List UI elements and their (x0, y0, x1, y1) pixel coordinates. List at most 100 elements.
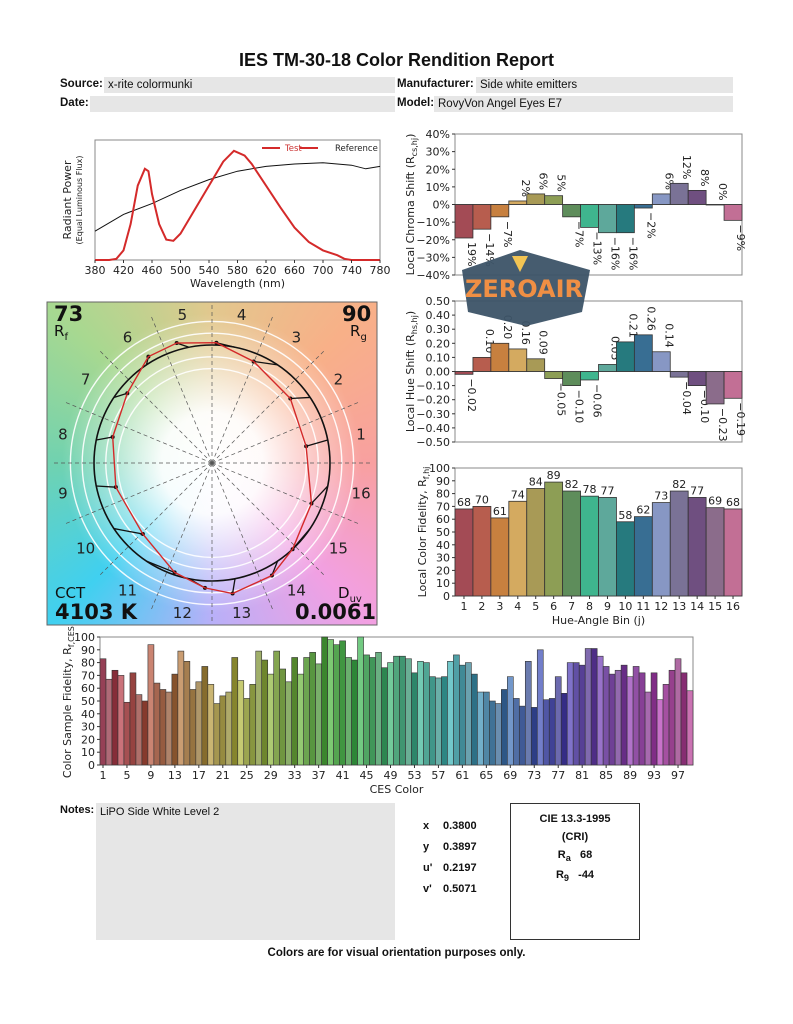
x-tick-label: 780 (370, 264, 391, 277)
bar-value-label: 0.14 (662, 323, 675, 348)
bar-value-label: 82 (672, 478, 686, 491)
ces-fidelity-bar (536, 649, 544, 766)
legend-test-label: Test (284, 144, 302, 154)
x-tick-label: 460 (142, 264, 163, 277)
y-tick-label: 60 (81, 682, 95, 695)
bin-boundary (211, 462, 326, 577)
y-tick-label: 100 (74, 631, 95, 644)
y-tick-label: 10 (81, 746, 95, 759)
chroma-shift-bar (669, 182, 689, 205)
ces-fidelity-bar (135, 694, 143, 766)
shift-arrow (96, 436, 113, 441)
ces-fidelity-bar (375, 652, 382, 766)
ces-fidelity-bar (357, 636, 364, 766)
date-field (90, 96, 395, 112)
bin-label: 4 (237, 306, 247, 324)
x-axis-label: Wavelength (nm) (190, 277, 285, 290)
ra-sub: a (565, 853, 571, 864)
ces-fidelity-bar (255, 650, 263, 766)
local-fidelity-bar (580, 495, 599, 597)
ces-fidelity-bar (638, 672, 646, 766)
y-tick-label: 50 (81, 695, 95, 708)
shift-arrow (146, 560, 175, 574)
x-tick-label: 12 (654, 600, 668, 613)
hue-shift-bar (598, 364, 617, 372)
rg-value: 90 (342, 302, 372, 326)
hue-shift-bar (633, 334, 653, 372)
ces-fidelity-bar (626, 676, 634, 766)
bar-value-label: 62 (636, 504, 650, 517)
bar-value-label: −0.02 (465, 378, 478, 412)
chroma-shift-bar (580, 204, 599, 228)
hue-shift-y-axis-label-sub: hs,hj (410, 315, 419, 334)
hue-shift-bar (490, 342, 510, 372)
x-tick-label: 89 (623, 769, 637, 782)
hue-shift-bar (454, 371, 474, 375)
bar-value-label: 73 (654, 490, 668, 503)
ces-fidelity-bar (279, 668, 286, 766)
ces-fidelity-bar (129, 672, 137, 766)
local-fidelity-bar (651, 502, 671, 597)
hue-shift-bar (562, 371, 581, 387)
reference-circle (93, 344, 331, 582)
x-tick-label: 11 (636, 600, 650, 613)
y-tick-label: −0.10 (416, 380, 450, 393)
local-fidelity-bar (705, 507, 725, 597)
x-tick-label: 620 (256, 264, 277, 277)
ces-fidelity-bar (459, 664, 466, 766)
hue-shift-bar (472, 356, 492, 372)
x-tick-label: 15 (708, 600, 722, 613)
ces-fidelity-bar (578, 664, 586, 766)
y-tick-label: 90 (81, 644, 95, 657)
chroma-shift-bar (526, 193, 546, 205)
duv-value: 0.0061 (295, 600, 377, 624)
bar-value-label: −16% (626, 237, 639, 271)
y-tick-label: −40% (416, 269, 450, 282)
x-tick-label: 37 (312, 769, 326, 782)
bar-value-label: −0.05 (555, 383, 568, 417)
ces-fidelity-bar (315, 663, 322, 766)
y-tick-label: 20% (426, 163, 450, 176)
ces-fidelity-bar (489, 700, 496, 766)
colorimetry-row-x: x 0.3800 (423, 816, 477, 837)
y-tick-label: −0.50 (416, 436, 450, 449)
x-tick-label: 740 (341, 264, 362, 277)
rg-label: Rg (350, 322, 367, 343)
x-tick-label: 580 (227, 264, 248, 277)
bin-label: 14 (287, 581, 306, 599)
x-tick-label: 93 (647, 769, 661, 782)
ces-fidelity-y-axis-label: Color Sample Fidelity, Rf,CESi (61, 624, 76, 778)
y-tick-label: 0 (88, 759, 95, 772)
shift-arrow (271, 560, 279, 576)
ces-fidelity-bar (435, 677, 442, 766)
ces-fidelity-bar (219, 695, 227, 766)
bar-value-label: 0.16 (519, 320, 532, 345)
ces-fidelity-bar (542, 699, 550, 766)
ces-fidelity-bar (225, 691, 233, 766)
ces-fidelity-bar (554, 676, 562, 766)
x-tick-label: 21 (216, 769, 230, 782)
y-tick-label: 50 (436, 526, 450, 539)
ces-fidelity-bar (123, 701, 131, 766)
ra-label: R (557, 849, 566, 861)
ces-fidelity-bar (429, 676, 436, 766)
ces-fidelity-bar (345, 657, 352, 766)
bar-value-label: −0.19 (734, 402, 747, 436)
bin-label: 9 (58, 485, 68, 503)
ces-fidelity-bar (423, 662, 430, 766)
v-prime-label: v' (423, 883, 432, 895)
bar-value-label: −9% (734, 224, 747, 251)
ces-fidelity-bar (548, 698, 556, 766)
chroma-shift-bar (687, 189, 707, 205)
bar-value-label: 2% (519, 180, 532, 197)
chroma-shift-bar (454, 204, 474, 239)
ces-fidelity-bar (530, 707, 538, 766)
x-axis-label: Hue-Angle Bin (j) (552, 614, 645, 627)
bar-value-label: −16% (608, 237, 621, 271)
y-axis-label: Radiant Power (61, 160, 74, 239)
ces-fidelity-bar (177, 650, 185, 766)
ces-fidelity-bar (596, 655, 604, 766)
x-tick-label: 97 (671, 769, 685, 782)
x-tick-label: 45 (360, 769, 374, 782)
spectrum-axes-frame (94, 139, 381, 261)
